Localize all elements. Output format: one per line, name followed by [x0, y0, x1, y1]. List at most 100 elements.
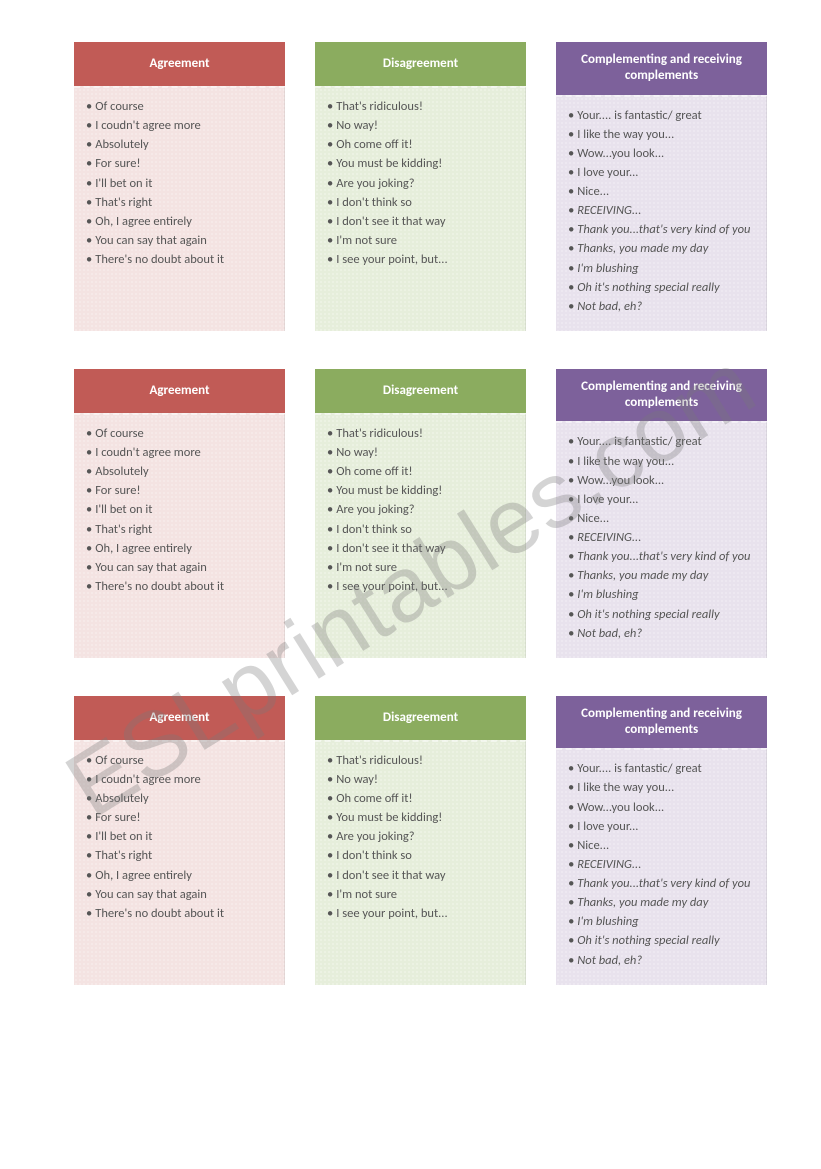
phrase-item: I'm not sure	[327, 559, 513, 577]
phrase-item: Nice...	[568, 183, 754, 201]
receiving-item: I'm blushing	[568, 260, 754, 278]
phrase-item: Wow...you look...	[568, 472, 754, 490]
agreement-card-header: Agreement	[74, 696, 285, 740]
phrase-item: Oh, I agree entirely	[86, 867, 272, 885]
receiving-item: I'm blushing	[568, 586, 754, 604]
agreement-card: Agreement Of courseI coudn't agree moreAb…	[74, 369, 285, 658]
phrase-item: Wow...you look...	[568, 145, 754, 163]
phrase-item: Oh come off it!	[327, 136, 513, 154]
phrase-item: Absolutely	[86, 790, 272, 808]
disagreement-card-header: Disagreement	[315, 696, 526, 740]
phrase-item: Your.... is fantastic/ great	[568, 760, 754, 778]
phrase-item: No way!	[327, 444, 513, 462]
phrase-item: There's no doubt about it	[86, 251, 272, 269]
phrase-item: I like the way you...	[568, 453, 754, 471]
phrase-item: I see your point, but...	[327, 578, 513, 596]
receiving-item: Not bad, eh?	[568, 625, 754, 643]
agreement-card-body: Of courseI coudn't agree moreAbsolutelyF…	[74, 740, 285, 985]
agreement-card-body: Of courseI coudn't agree moreAbsolutelyF…	[74, 413, 285, 658]
phrase-item: You must be kidding!	[327, 809, 513, 827]
phrase-item: I'm not sure	[327, 232, 513, 250]
phrase-item: I'm not sure	[327, 886, 513, 904]
phrase-item: I don't think so	[327, 194, 513, 212]
phrase-list: Of courseI coudn't agree moreAbsolutelyF…	[86, 425, 272, 596]
phrase-list: Your.... is fantastic/ great I like the w…	[568, 433, 754, 642]
phrase-item: Of course	[86, 98, 272, 116]
disagreement-card-body: That's ridiculous!No way!Oh come off it!…	[315, 413, 526, 658]
phrase-item: I coudn't agree more	[86, 444, 272, 462]
phrase-item: Are you joking?	[327, 501, 513, 519]
receiving-label: RECEIVING...	[568, 529, 754, 547]
complement-card: Complementing and receiving complementsY…	[556, 42, 767, 331]
phrase-item: Are you joking?	[327, 828, 513, 846]
complement-card-body: Your.... is fantastic/ great I like the w…	[556, 421, 767, 657]
phrase-item: Of course	[86, 425, 272, 443]
phrase-item: That's ridiculous!	[327, 425, 513, 443]
receiving-item: Thank you...that's very kind of you	[568, 875, 754, 893]
phrase-item: You can say that again	[86, 232, 272, 250]
receiving-item: Thanks, you made my day	[568, 894, 754, 912]
receiving-item: Thanks, you made my day	[568, 240, 754, 258]
receiving-item: Thank you...that's very kind of you	[568, 548, 754, 566]
phrase-list: Of courseI coudn't agree moreAbsolutelyF…	[86, 752, 272, 923]
phrase-list: Your.... is fantastic/ greatI like the w…	[568, 760, 754, 969]
phrase-item: I see your point, but...	[327, 251, 513, 269]
phrase-list: That's ridiculous!No way!Oh come off it!…	[327, 752, 513, 923]
phrase-item: There's no doubt about it	[86, 578, 272, 596]
agreement-card-header: Agreement	[74, 369, 285, 413]
phrase-item: I don't think so	[327, 847, 513, 865]
phrase-item: I love your...	[568, 491, 754, 509]
disagreement-card-body: That's ridiculous!No way!Oh come off it!…	[315, 740, 526, 985]
disagreement-card-header: Disagreement	[315, 369, 526, 413]
phrase-list: Your.... is fantastic/ greatI like the w…	[568, 107, 754, 316]
phrase-item: You can say that again	[86, 886, 272, 904]
phrase-item: That's right	[86, 847, 272, 865]
phrase-item: Absolutely	[86, 463, 272, 481]
complement-card: Complementing and receiving complementsY…	[556, 696, 767, 985]
phrase-item: That's right	[86, 194, 272, 212]
receiving-item: Thanks, you made my day	[568, 567, 754, 585]
receiving-item: Oh it's nothing special really	[568, 606, 754, 624]
phrase-item: I'll bet on it	[86, 501, 272, 519]
phrase-item: I don't see it that way	[327, 213, 513, 231]
disagreement-card: DisagreementThat's ridiculous!No way!Oh …	[315, 369, 526, 658]
receiving-label: RECEIVING...	[568, 202, 754, 220]
card-row: Agreement Of courseI coudn't agree moreAb…	[74, 369, 767, 658]
receiving-label: RECEIVING...	[568, 856, 754, 874]
disagreement-card-body: That's ridiculous!No way!Oh come off it!…	[315, 86, 526, 331]
phrase-item: I'll bet on it	[86, 175, 272, 193]
phrase-item: I don't think so	[327, 521, 513, 539]
phrase-item: You can say that again	[86, 559, 272, 577]
disagreement-card: Disagreement That's ridiculous!No way!Oh …	[315, 42, 526, 331]
phrase-item: Oh come off it!	[327, 790, 513, 808]
phrase-item: No way!	[327, 117, 513, 135]
phrase-item: I coudn't agree more	[86, 771, 272, 789]
complement-card-body: Your.... is fantastic/ greatI like the w…	[556, 95, 767, 331]
phrase-item: Wow...you look...	[568, 799, 754, 817]
receiving-item: Thank you...that's very kind of you	[568, 221, 754, 239]
complement-card-header: Complementing and receiving complements	[556, 369, 767, 422]
phrase-item: Nice...	[568, 510, 754, 528]
phrase-item: I love your...	[568, 164, 754, 182]
phrase-item: I like the way you...	[568, 779, 754, 797]
phrase-item: Are you joking?	[327, 175, 513, 193]
agreement-card: AgreementOf courseI coudn't agree moreAb…	[74, 42, 285, 331]
phrase-item: That's right	[86, 521, 272, 539]
card-row: AgreementOf courseI coudn't agree moreAb…	[74, 42, 767, 331]
disagreement-card-header: Disagreement	[315, 42, 526, 86]
receiving-item: Not bad, eh?	[568, 952, 754, 970]
phrase-item: I don't see it that way	[327, 540, 513, 558]
agreement-card-body: Of courseI coudn't agree moreAbsolutelyF…	[74, 86, 285, 331]
phrase-item: Oh come off it!	[327, 463, 513, 481]
phrase-item: You must be kidding!	[327, 482, 513, 500]
phrase-item: For sure!	[86, 155, 272, 173]
phrase-item: That's ridiculous!	[327, 98, 513, 116]
agreement-card-header: Agreement	[74, 42, 285, 86]
phrase-list: That's ridiculous!No way!Oh come off it!…	[327, 98, 513, 269]
receiving-item: I'm blushing	[568, 913, 754, 931]
receiving-item: Not bad, eh?	[568, 298, 754, 316]
phrase-item: Absolutely	[86, 136, 272, 154]
phrase-item: Your.... is fantastic/ great	[568, 433, 754, 451]
phrase-item: I don't see it that way	[327, 867, 513, 885]
phrase-item: That's ridiculous!	[327, 752, 513, 770]
